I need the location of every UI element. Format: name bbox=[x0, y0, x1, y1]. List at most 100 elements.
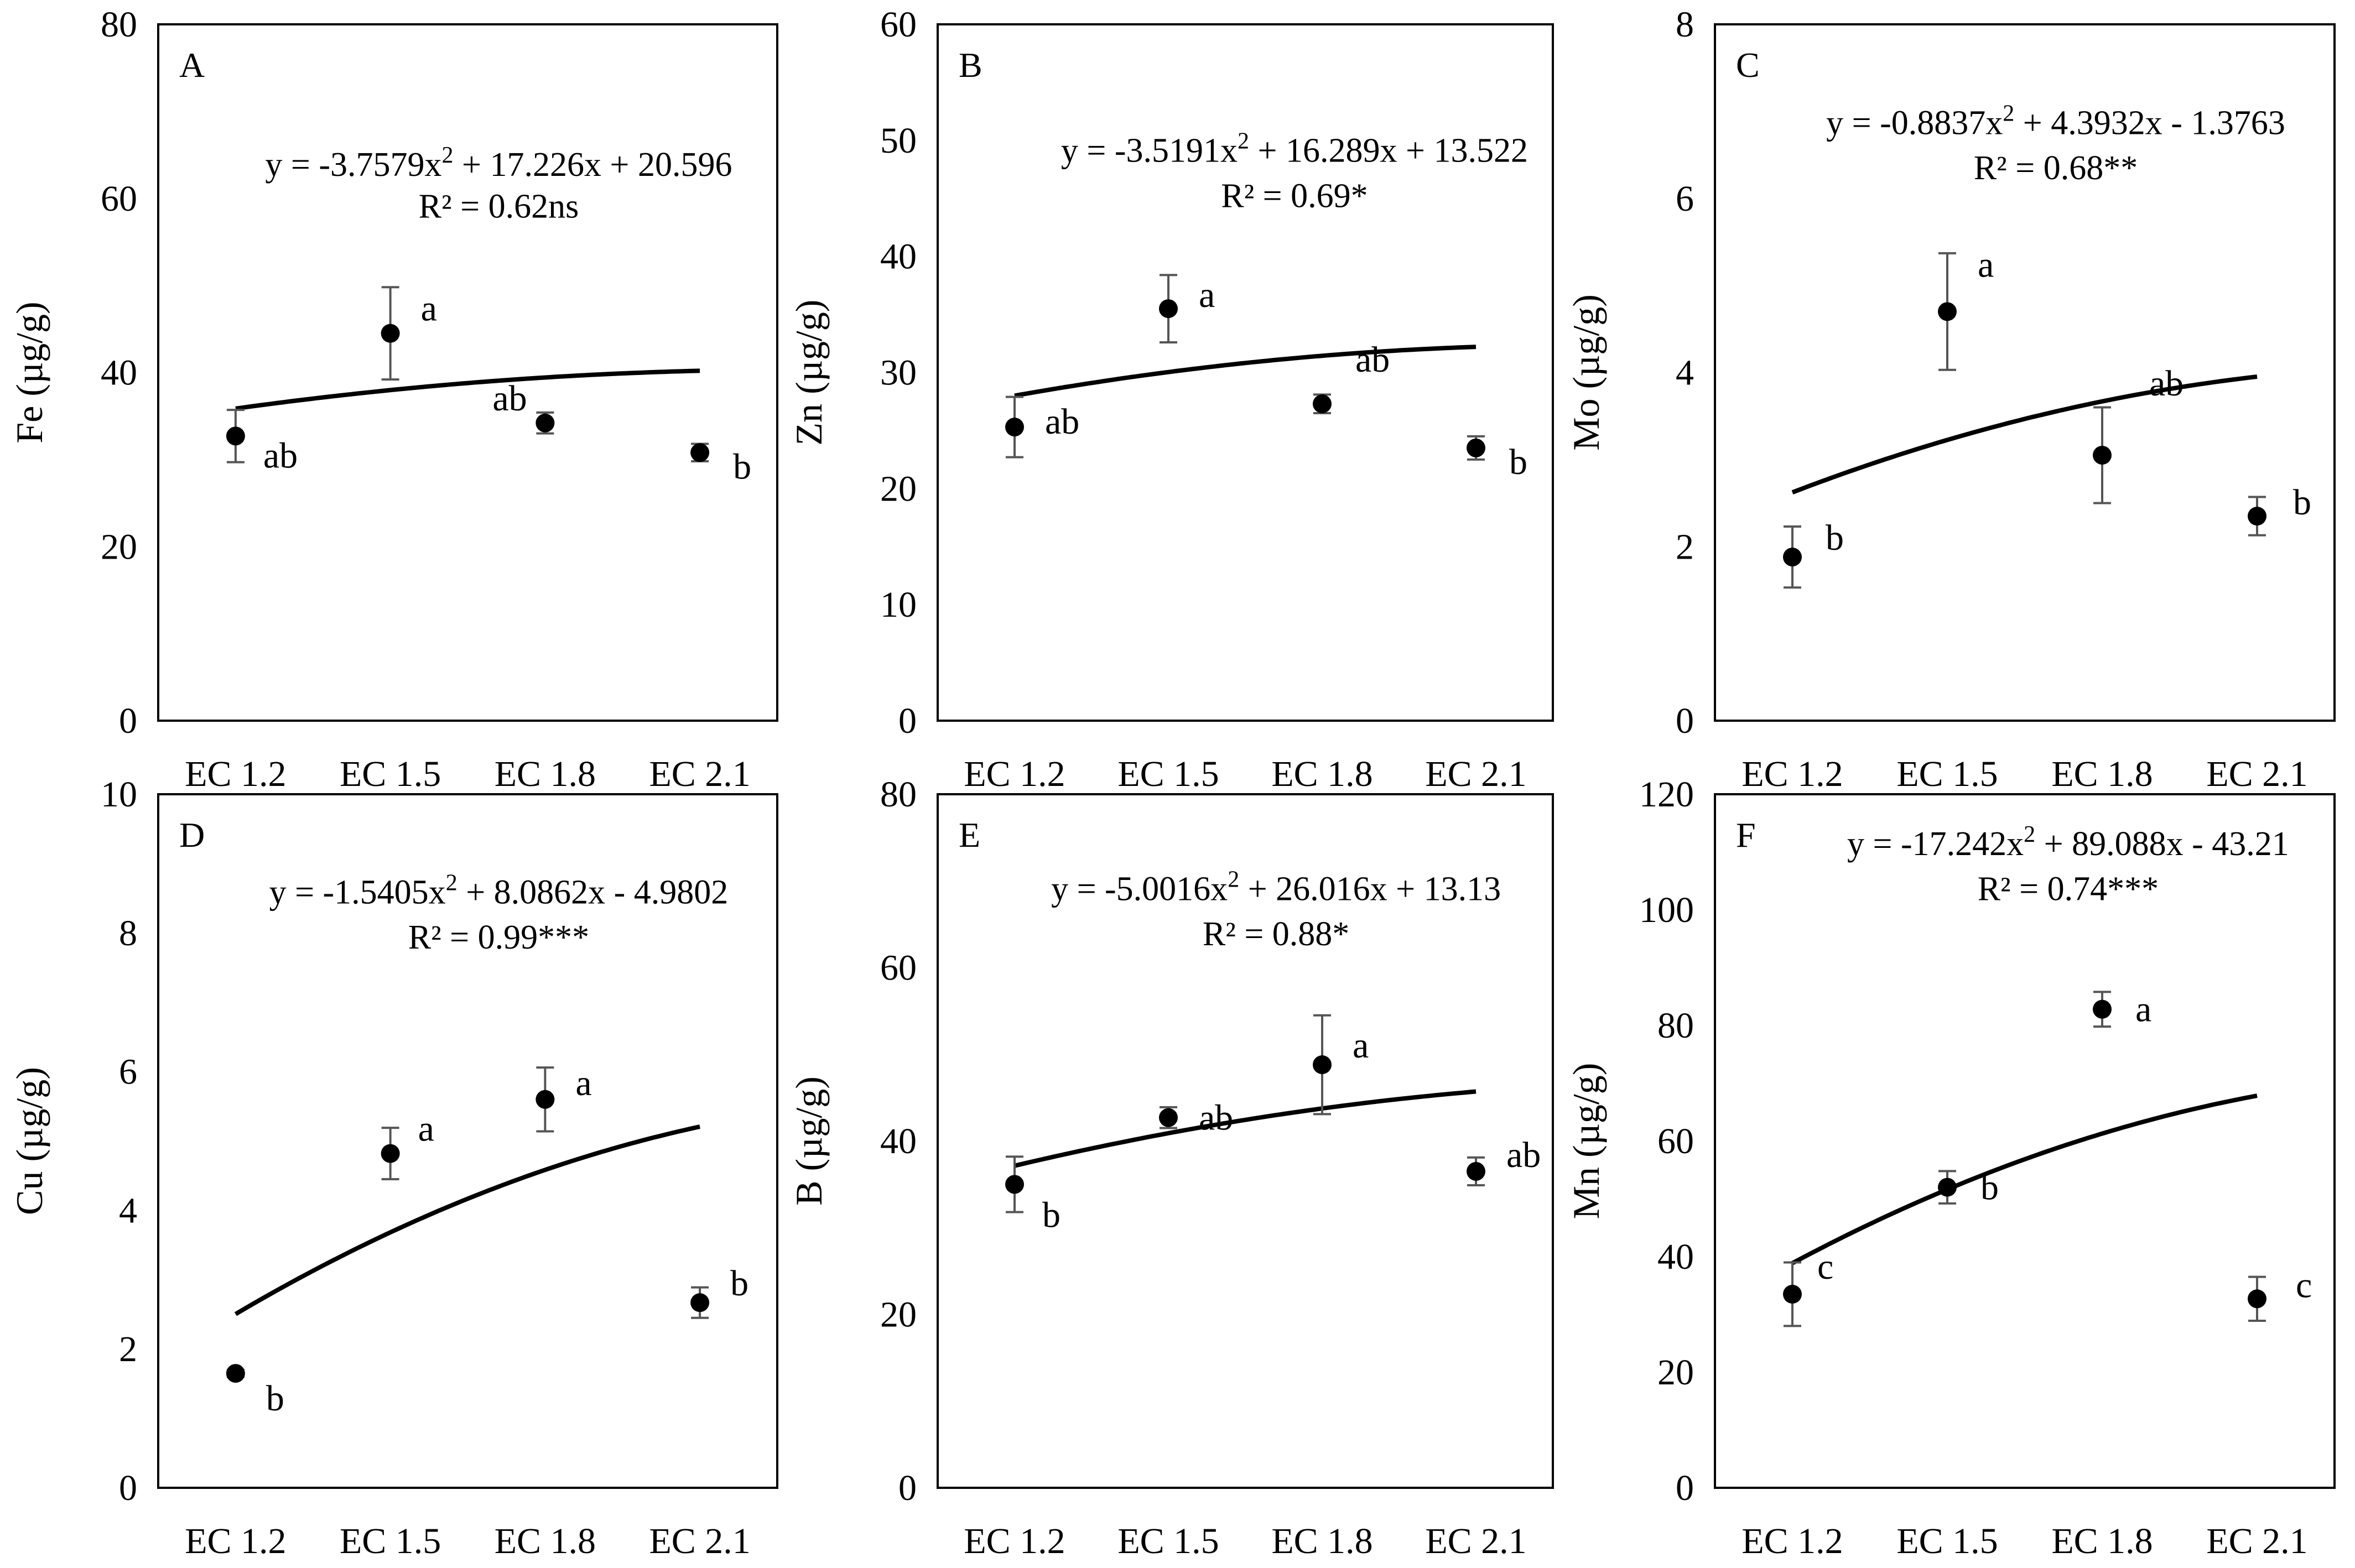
panel-e-ytick-label: 40 bbox=[880, 1121, 917, 1161]
panel-c-data-point bbox=[2248, 507, 2266, 526]
panel-d-ytick-label: 8 bbox=[119, 913, 137, 954]
panel-b-ytick-label: 60 bbox=[880, 4, 917, 45]
panel-b-r2: R² = 0.69* bbox=[1221, 177, 1368, 215]
panel-d-xtick-label: EC 2.1 bbox=[649, 1521, 750, 1561]
panel-a-ylabel: Fe (µg/g) bbox=[8, 301, 50, 443]
panel-a-data-point bbox=[690, 443, 710, 462]
panel-c-xtick-label: EC 2.1 bbox=[2206, 754, 2307, 794]
panel-d-label: D bbox=[179, 815, 205, 855]
panel-b-frame bbox=[937, 23, 1554, 722]
panel-f-ylabel: Mn (µg/g) bbox=[1565, 1063, 1607, 1220]
panel-c-ylabel: Mo (µg/g) bbox=[1565, 294, 1607, 451]
panel-b-ytick-label: 50 bbox=[880, 121, 917, 161]
panel-a-data-point bbox=[226, 426, 245, 446]
panel-a-label: A bbox=[179, 45, 205, 85]
panel-a-xtick-label: EC 1.2 bbox=[185, 754, 286, 794]
panel-e-ylabel: B (µg/g) bbox=[788, 1076, 830, 1206]
panel-c-ytick-label: 2 bbox=[1676, 527, 1694, 567]
panel-e-ytick-label: 0 bbox=[898, 1468, 917, 1508]
panel-a-xtick-label: EC 1.5 bbox=[340, 754, 441, 794]
panel-b-data-point bbox=[1467, 438, 1485, 457]
panel-f-r2: R² = 0.74*** bbox=[1978, 870, 2159, 908]
panel-e-frame bbox=[937, 793, 1554, 1489]
panel-c-fit-curve bbox=[1791, 374, 2258, 494]
panel-a-ytick-label: 20 bbox=[101, 527, 137, 567]
panel-e-ytick-label: 80 bbox=[880, 774, 917, 815]
panel-c-data-point bbox=[2093, 446, 2112, 465]
panel-d-data-point bbox=[381, 1144, 400, 1163]
panel-f-data-point bbox=[1783, 1284, 1802, 1304]
panel-e-data-point bbox=[1313, 1055, 1332, 1075]
panel-c-xtick-label: EC 1.5 bbox=[1896, 754, 1998, 794]
panel-a-xtick-label: EC 1.8 bbox=[495, 754, 596, 794]
panel-b-ytick-label: 40 bbox=[880, 237, 917, 277]
panel-a-fit-curve bbox=[235, 368, 700, 411]
panel-b-xtick-label: EC 1.8 bbox=[1271, 754, 1373, 794]
panel-d-data-point bbox=[690, 1293, 710, 1312]
panel-d-xtick-label: EC 1.5 bbox=[340, 1521, 441, 1561]
panel-d-frame bbox=[157, 793, 778, 1489]
panel-c-r2: R² = 0.68** bbox=[1974, 149, 2138, 187]
panel-c-sig-letter: b bbox=[2293, 482, 2311, 523]
panel-f-equation: y = -17.242x2 + 89.088x - 43.21 bbox=[1847, 822, 2289, 863]
panel-c-ytick-label: 4 bbox=[1676, 353, 1694, 393]
panel-e-label: E bbox=[959, 815, 980, 855]
panel-a-sig-letter: ab bbox=[492, 378, 527, 419]
panel-b-sig-letter: ab bbox=[1045, 402, 1079, 442]
panel-e-data-point bbox=[1467, 1161, 1485, 1181]
panel-f-sig-letter: c bbox=[1817, 1247, 1833, 1287]
panel-b-data-point bbox=[1313, 394, 1332, 414]
panel-c-sig-letter: b bbox=[1826, 518, 1844, 558]
panel-b-sig-letter: b bbox=[1509, 442, 1527, 482]
panel-b-ytick-label: 30 bbox=[880, 353, 917, 393]
panel-e-xtick-label: EC 1.8 bbox=[1271, 1521, 1373, 1561]
panel-d-ytick-label: 4 bbox=[119, 1190, 137, 1231]
panel-a-data-point bbox=[536, 413, 555, 433]
panel-a-ytick-label: 0 bbox=[119, 701, 137, 741]
panel-d-xtick-label: EC 1.2 bbox=[185, 1521, 286, 1561]
panel-a-ytick-label: 60 bbox=[101, 179, 137, 219]
panel-d-ytick-label: 2 bbox=[119, 1329, 137, 1369]
panel-e-sig-letter: b bbox=[1042, 1195, 1060, 1235]
panel-e-sig-letter: ab bbox=[1199, 1098, 1233, 1138]
panel-e-fit-curve bbox=[1014, 1089, 1477, 1168]
panel-c-label: C bbox=[1736, 45, 1760, 85]
panel-f-ytick-label: 120 bbox=[1639, 774, 1694, 815]
panel-b-ylabel: Zn (µg/g) bbox=[788, 300, 830, 446]
panel-c-xtick-label: EC 1.8 bbox=[2051, 754, 2153, 794]
panel-b-data-point bbox=[1159, 299, 1178, 319]
panel-b-ytick-label: 20 bbox=[880, 468, 917, 509]
panel-e-data-point bbox=[1159, 1108, 1178, 1127]
panel-c-data-point bbox=[1783, 548, 1802, 567]
panel-d-ylabel: Cu (µg/g) bbox=[8, 1067, 50, 1215]
panel-f-data-point bbox=[1938, 1178, 1957, 1197]
panel-e-xtick-label: EC 2.1 bbox=[1425, 1521, 1526, 1561]
panel-b-xtick-label: EC 1.5 bbox=[1117, 754, 1219, 794]
panel-f-sig-letter: b bbox=[1980, 1168, 1999, 1208]
panel-c-ytick-label: 0 bbox=[1676, 701, 1694, 741]
panel-f-sig-letter: a bbox=[2135, 989, 2151, 1030]
panel-c-ytick-label: 8 bbox=[1676, 4, 1694, 45]
panel-c-xtick-label: EC 1.2 bbox=[1741, 754, 1843, 794]
panel-f-ytick-label: 100 bbox=[1639, 890, 1694, 930]
panel-d-data-point bbox=[536, 1090, 555, 1109]
panel-a-data-point bbox=[381, 324, 400, 343]
panel-e-xtick-label: EC 1.2 bbox=[964, 1521, 1065, 1561]
panel-c-sig-letter: ab bbox=[2149, 363, 2184, 404]
panel-b-data-point bbox=[1005, 418, 1024, 437]
panel-d-ytick-label: 0 bbox=[119, 1468, 137, 1508]
panel-f-ytick-label: 40 bbox=[1657, 1237, 1694, 1277]
panel-c-equation: y = -0.8837x2 + 4.3932x - 1.3763 bbox=[1826, 101, 2285, 142]
panel-f-fit-curve bbox=[1791, 1093, 2258, 1265]
panel-e-sig-letter: ab bbox=[1506, 1135, 1541, 1175]
panel-d-sig-letter: b bbox=[266, 1378, 284, 1419]
panel-c-sig-letter: a bbox=[1978, 244, 1994, 285]
panel-e-xtick-label: EC 1.5 bbox=[1117, 1521, 1219, 1561]
panel-f-data-point bbox=[2248, 1289, 2266, 1309]
panel-f-xtick-label: EC 1.8 bbox=[2051, 1521, 2153, 1561]
panel-f-ytick-label: 80 bbox=[1657, 1006, 1694, 1046]
panel-f-ytick-label: 0 bbox=[1676, 1468, 1694, 1508]
panel-a-xtick-label: EC 2.1 bbox=[649, 754, 750, 794]
panel-b-ytick-label: 10 bbox=[880, 585, 917, 625]
